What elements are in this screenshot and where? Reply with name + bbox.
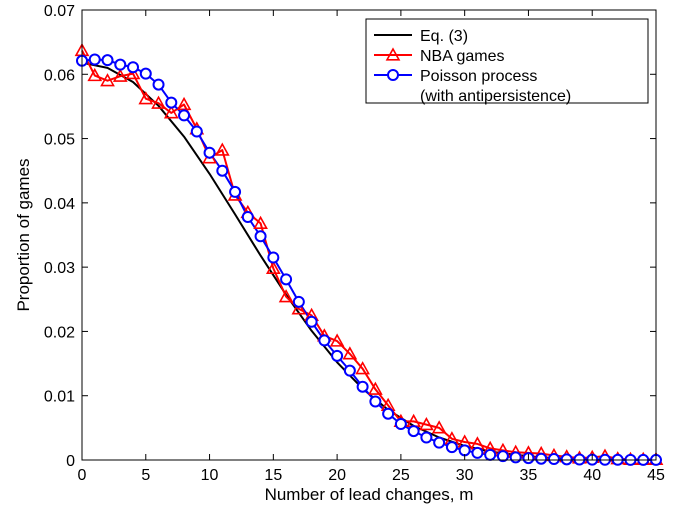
legend-marker-2 [387, 69, 399, 81]
data-point-1 [151, 95, 166, 109]
data-point-2 [190, 125, 203, 138]
data-point-2 [560, 453, 573, 466]
y-tick-label: 0.05 [44, 132, 75, 149]
y-tick-label: 0.04 [44, 196, 75, 213]
data-point-2 [165, 96, 178, 109]
data-point-2 [318, 334, 331, 347]
data-point-2 [343, 364, 356, 377]
axis-ticks: 0 5 10 15 20 25 30 35 40 45 0 0.01 0.02 0.03 0.04 0.05 0… [44, 3, 665, 484]
data-point-2 [254, 230, 267, 243]
data-point-2 [280, 273, 293, 286]
data-point-1 [253, 215, 268, 230]
data-point-1 [163, 105, 179, 119]
data-point-2 [178, 109, 191, 122]
data-point-2 [127, 61, 140, 74]
data-point-2 [101, 54, 114, 67]
plot-frame [81, 9, 657, 461]
x-tick-label: 40 [583, 467, 601, 484]
data-point-1 [214, 142, 230, 156]
data-point-1 [278, 289, 294, 303]
y-tick-label: 0.07 [44, 3, 75, 20]
x-tick-label: 30 [456, 467, 474, 484]
data-point-2 [496, 450, 509, 463]
data-point-2 [139, 67, 152, 80]
y-tick-label: 0.06 [44, 67, 75, 84]
data-point-2 [114, 58, 127, 71]
series-markers [74, 42, 664, 466]
data-point-2 [369, 395, 382, 408]
data-point-1 [342, 346, 358, 360]
legend: Eq. (3) NBA games Poisson process (with ant… [365, 18, 649, 105]
x-tick-label: 15 [264, 467, 282, 484]
data-point-2 [292, 295, 305, 308]
data-point-1 [176, 96, 192, 111]
data-point-2 [305, 315, 318, 328]
data-point-1 [87, 67, 103, 82]
data-point-2 [382, 407, 395, 420]
x-tick-label: 0 [78, 467, 87, 484]
data-point-2 [573, 453, 586, 466]
y-axis-label: Proportion of games [14, 158, 33, 311]
data-point-1 [431, 420, 447, 434]
data-point-1 [419, 416, 434, 431]
data-point-2 [547, 453, 560, 466]
data-point-1 [329, 333, 345, 347]
legend-marker-1 [385, 47, 401, 61]
legend-label-2: Poisson process [420, 68, 537, 85]
data-point-1 [138, 91, 154, 105]
data-point-1 [100, 73, 115, 87]
data-point-1 [355, 361, 370, 375]
legend-label-1: NBA games [420, 48, 504, 65]
x-tick-label: 25 [392, 467, 410, 484]
x-axis-label: Number of lead changes, m [265, 485, 474, 504]
y-tick-label: 0.02 [44, 324, 75, 341]
data-point-2 [356, 380, 369, 393]
data-point-2 [394, 418, 407, 430]
y-tick-label: 0.03 [44, 260, 75, 277]
data-point-2 [445, 441, 458, 454]
data-point-2 [241, 211, 254, 223]
x-tick-label: 45 [647, 467, 665, 484]
data-point-2 [88, 53, 101, 66]
data-point-2 [267, 251, 280, 264]
legend-label-2: (with antipersistence) [420, 88, 571, 105]
data-point-2 [535, 452, 548, 465]
data-point-2 [509, 451, 522, 464]
data-point-2 [229, 185, 242, 198]
data-point-2 [203, 146, 216, 159]
data-point-1 [125, 65, 141, 80]
y-tick-label: 0.01 [44, 389, 75, 406]
legend-box [365, 18, 649, 104]
x-tick-label: 10 [201, 467, 219, 484]
legend-label-0: Eq. (3) [420, 28, 468, 45]
data-point-2 [484, 448, 497, 461]
x-tick-label: 5 [141, 467, 150, 484]
data-point-2 [458, 444, 471, 457]
x-tick-label: 20 [328, 467, 346, 484]
data-point-2 [407, 425, 420, 438]
data-point-1 [112, 68, 128, 82]
data-point-2 [471, 446, 484, 459]
legend-items: Eq. (3) NBA games Poisson process (with ant… [374, 28, 571, 105]
data-point-2 [433, 436, 446, 449]
data-point-2 [152, 78, 165, 91]
data-point-2 [420, 431, 433, 444]
data-point-2 [331, 349, 344, 362]
y-tick-label: 0 [66, 453, 75, 470]
data-point-1 [265, 260, 281, 275]
data-point-1 [368, 381, 383, 395]
data-point-2 [216, 164, 229, 177]
data-point-1 [291, 301, 307, 315]
x-tick-label: 35 [520, 467, 538, 484]
